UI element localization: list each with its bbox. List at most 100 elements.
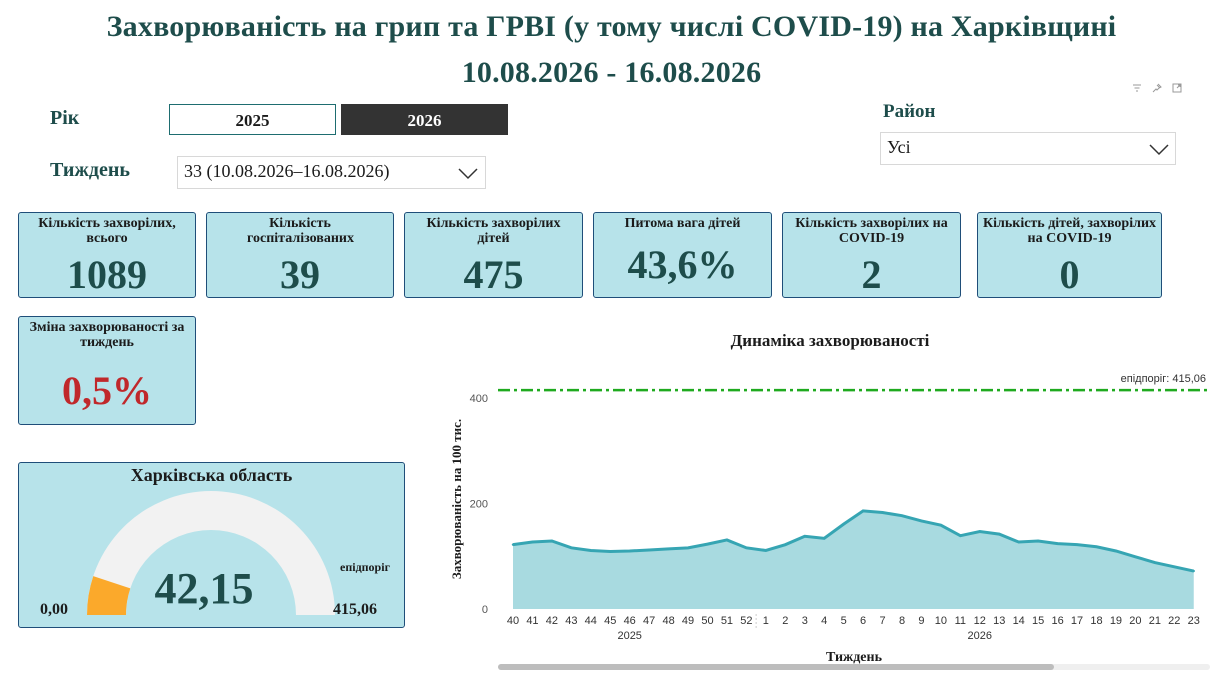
gauge-card: Харківська область 42,15 0,00 415,06 епі… [18, 462, 405, 628]
kpi-title: Кількість захворілих, всього [38, 216, 176, 246]
x-tick-label: 6 [860, 615, 866, 627]
kpi-card-hospitalized: Кількість госпіталізованих 39 [206, 212, 394, 298]
x-tick-label: 46 [624, 615, 636, 627]
data-point [998, 532, 1001, 536]
district-dropdown-value: Усі [887, 137, 911, 157]
data-point [725, 538, 729, 542]
focus-mode-icon[interactable] [1172, 83, 1182, 93]
kpi-title: Кількість дітей, захворілих на COVID-19 [982, 216, 1157, 246]
visual-header-icons [1132, 83, 1182, 93]
x-tick-label: 14 [1013, 615, 1025, 627]
data-point [628, 549, 631, 553]
x-group-label: 2026 [968, 630, 992, 642]
data-point [978, 530, 981, 533]
data-point [1173, 565, 1176, 569]
x-tick-label: 10 [935, 615, 947, 627]
kpi-title: Кількість госпіталізованих [247, 216, 354, 246]
x-tick-label: 44 [585, 615, 597, 627]
x-tick-label: 41 [526, 615, 538, 627]
week-label: Тиждень [50, 159, 130, 181]
x-tick-label: 22 [1168, 615, 1180, 627]
x-tick-label: 43 [565, 615, 577, 627]
data-point [511, 543, 515, 546]
kpi-card-weekly-change: Зміна захворюваності за тиждень 0,5% [18, 316, 196, 425]
series-area [513, 510, 1194, 609]
data-point [706, 542, 709, 546]
x-tick-label: 18 [1090, 615, 1102, 627]
week-dropdown[interactable]: 33 (10.08.2026–16.08.2026) [177, 156, 486, 189]
data-point [570, 546, 573, 550]
year-2026-button[interactable]: 2026 [341, 104, 508, 135]
kpi-value: 39 [280, 252, 320, 297]
data-point [686, 546, 690, 550]
data-point [764, 549, 768, 552]
kpi-title: Кількість захворілих на COVID-19 [795, 216, 948, 246]
data-point [1134, 555, 1137, 558]
x-tick-label: 52 [740, 615, 752, 627]
data-point [803, 535, 806, 538]
data-point [1075, 543, 1079, 546]
page-title: Захворюваність на грип та ГРВІ (у тому ч… [106, 10, 1117, 43]
data-point [1153, 561, 1157, 564]
gauge-fill [87, 576, 131, 615]
pin-icon[interactable] [1152, 83, 1162, 93]
data-point [1114, 549, 1118, 553]
x-tick-label: 49 [682, 615, 694, 627]
kpi-card-total-cases: Кількість захворілих, всього 1089 [18, 212, 196, 298]
kpi-card-children-cases: Кількість захворілих дітей 475 [404, 212, 583, 298]
line-chart: Захворюваність на 100 тис. Тиждень епідп… [449, 373, 1210, 670]
data-point [900, 514, 904, 517]
data-point [1017, 540, 1020, 544]
scrollbar-thumb[interactable] [498, 664, 1054, 670]
x-tick-label: 15 [1032, 615, 1044, 627]
gauge-svg [87, 491, 335, 615]
threshold-label: епідпоріг: 415,06 [1121, 373, 1206, 385]
x-tick-label: 23 [1188, 615, 1200, 627]
date-range-subtitle: 10.08.2026 - 16.08.2026 [461, 56, 762, 89]
data-point [842, 522, 845, 526]
data-point [861, 509, 865, 513]
x-tick-label: 45 [604, 615, 616, 627]
x-tick-label: 50 [701, 615, 713, 627]
data-point [881, 511, 884, 514]
year-2025-button[interactable]: 2025 [169, 104, 336, 135]
x-tick-label: 7 [879, 615, 885, 627]
x-tick-label: 1 [763, 615, 769, 627]
data-point [1095, 545, 1098, 548]
x-tick-label: 19 [1110, 615, 1122, 627]
series-line [512, 509, 1195, 573]
gauge-title: Харківська область [130, 465, 293, 485]
data-point [920, 519, 923, 523]
district-dropdown[interactable]: Усі [880, 132, 1176, 165]
x-tick-label: 51 [721, 615, 733, 627]
week-dropdown-value: 33 (10.08.2026–16.08.2026) [184, 161, 390, 181]
x-tick-label: 8 [899, 615, 905, 627]
x-tick-label: 21 [1149, 615, 1161, 627]
x-tick-label: 5 [841, 615, 847, 627]
data-point [784, 543, 787, 546]
kpi-card-covid-children: Кількість дітей, захворілих на COVID-19 … [977, 212, 1162, 298]
gauge-max-label: 415,06 [333, 601, 377, 618]
chevron-down-icon [1149, 144, 1169, 156]
x-tick-label: 13 [993, 615, 1005, 627]
kpi-value: 2 [861, 252, 882, 297]
data-point [647, 548, 651, 552]
data-point [667, 547, 670, 551]
x-tick-label: 12 [974, 615, 986, 627]
kpi-value: 475 [463, 252, 524, 297]
y-tick-label: 200 [470, 499, 488, 511]
kpi-value: 0 [1059, 252, 1080, 297]
data-point [1192, 569, 1195, 573]
filter-icon[interactable] [1132, 83, 1142, 93]
data-point [1056, 542, 1059, 545]
kpi-value: 1089 [67, 252, 147, 297]
data-point [550, 539, 554, 543]
x-tick-label: 17 [1071, 615, 1083, 627]
kpi-card-covid-cases: Кількість захворілих на COVID-19 2 [782, 212, 961, 298]
x-tick-label: 2 [782, 615, 788, 627]
chart-title: Динаміка захворюваності [730, 331, 930, 350]
district-label: Район [883, 101, 936, 122]
year-label: Рік [50, 107, 80, 129]
data-point [745, 546, 748, 550]
data-point [589, 549, 592, 552]
